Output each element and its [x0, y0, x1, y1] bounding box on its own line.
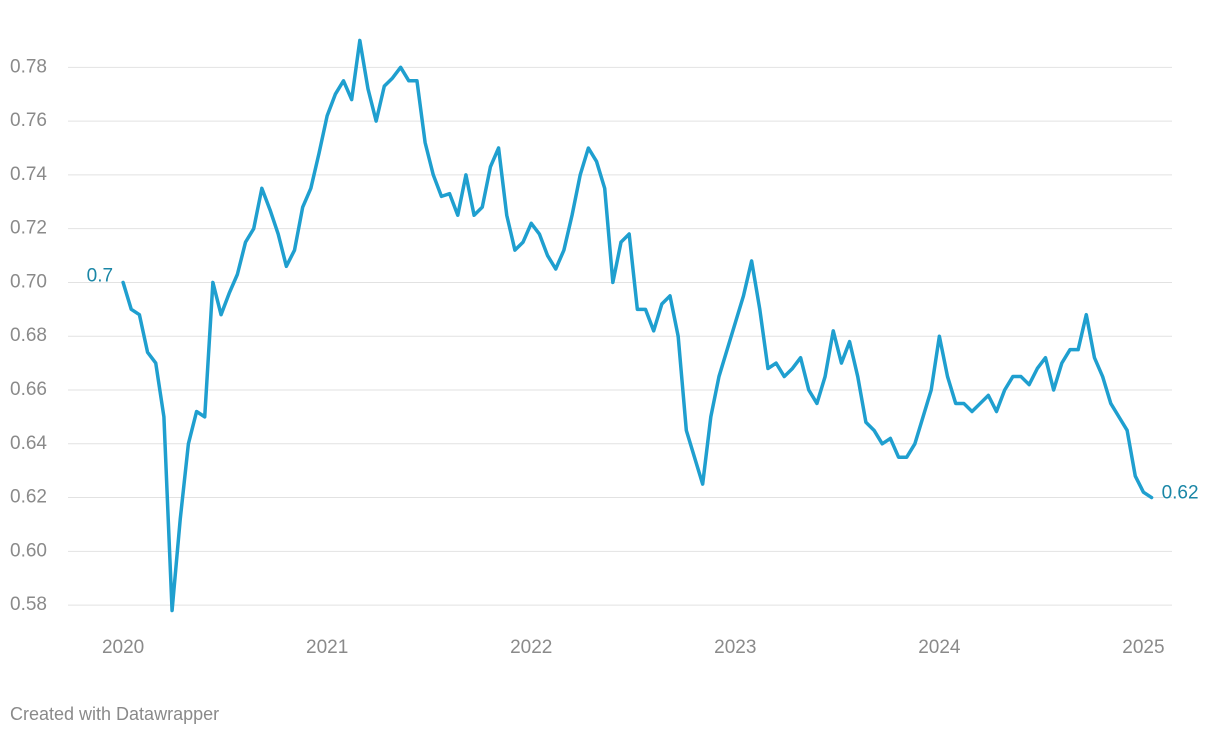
value-label: 0.7	[87, 265, 113, 286]
x-tick-label: 2020	[102, 637, 144, 658]
x-tick-label: 2024	[918, 637, 961, 658]
y-tick-label: 0.70	[10, 271, 47, 292]
y-tick-label: 0.72	[10, 218, 47, 239]
value-label: 0.62	[1162, 483, 1199, 504]
x-tick-label: 2022	[510, 637, 552, 658]
y-tick-label: 0.58	[10, 594, 47, 615]
y-tick-label: 0.76	[10, 110, 47, 131]
line	[121, 38, 1154, 613]
x-tick-label: 2023	[714, 637, 756, 658]
y-tick-label: 0.68	[10, 325, 47, 346]
y-tick-label: 0.62	[10, 487, 47, 508]
y-tick-label: 0.78	[10, 56, 47, 77]
y-tick-label: 0.66	[10, 379, 47, 400]
y-tick-label: 0.64	[10, 433, 47, 454]
y-tick-label: 0.60	[10, 540, 47, 561]
credit: Created with Datawrapper	[10, 704, 219, 724]
x-tick-label: 2021	[306, 637, 348, 658]
y-tick-label: 0.74	[10, 164, 47, 185]
x-tick-label: 2025	[1122, 637, 1164, 658]
